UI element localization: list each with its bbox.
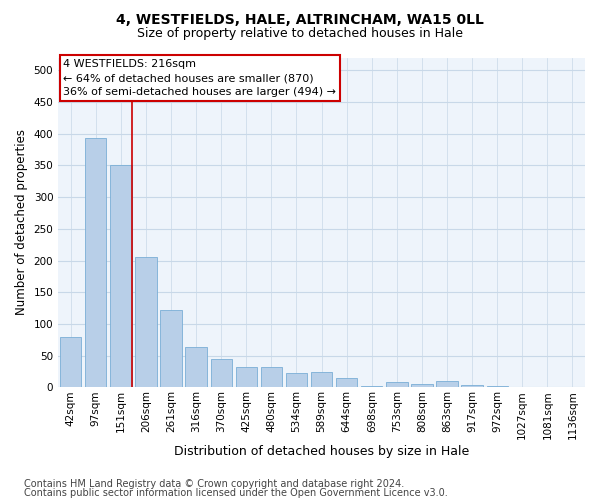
Bar <box>236 367 257 388</box>
Text: 4 WESTFIELDS: 216sqm
← 64% of detached houses are smaller (870)
36% of semi-deta: 4 WESTFIELDS: 216sqm ← 64% of detached h… <box>64 59 337 97</box>
Bar <box>261 367 282 388</box>
Bar <box>160 310 182 388</box>
Bar <box>512 387 533 388</box>
Bar <box>461 385 483 388</box>
Bar <box>336 378 358 388</box>
Bar <box>487 386 508 388</box>
Bar <box>311 372 332 388</box>
X-axis label: Distribution of detached houses by size in Hale: Distribution of detached houses by size … <box>174 444 469 458</box>
Text: Contains public sector information licensed under the Open Government Licence v3: Contains public sector information licen… <box>24 488 448 498</box>
Bar <box>361 386 382 388</box>
Text: Size of property relative to detached houses in Hale: Size of property relative to detached ho… <box>137 28 463 40</box>
Bar <box>85 138 106 388</box>
Bar <box>411 384 433 388</box>
Bar <box>185 348 207 388</box>
Bar <box>110 166 131 388</box>
Bar <box>436 381 458 388</box>
Bar <box>60 336 82 388</box>
Bar <box>537 387 558 388</box>
Bar <box>562 387 583 388</box>
Bar <box>286 374 307 388</box>
Bar <box>211 359 232 388</box>
Y-axis label: Number of detached properties: Number of detached properties <box>15 130 28 316</box>
Bar <box>136 258 157 388</box>
Bar <box>386 382 407 388</box>
Text: Contains HM Land Registry data © Crown copyright and database right 2024.: Contains HM Land Registry data © Crown c… <box>24 479 404 489</box>
Text: 4, WESTFIELDS, HALE, ALTRINCHAM, WA15 0LL: 4, WESTFIELDS, HALE, ALTRINCHAM, WA15 0L… <box>116 12 484 26</box>
